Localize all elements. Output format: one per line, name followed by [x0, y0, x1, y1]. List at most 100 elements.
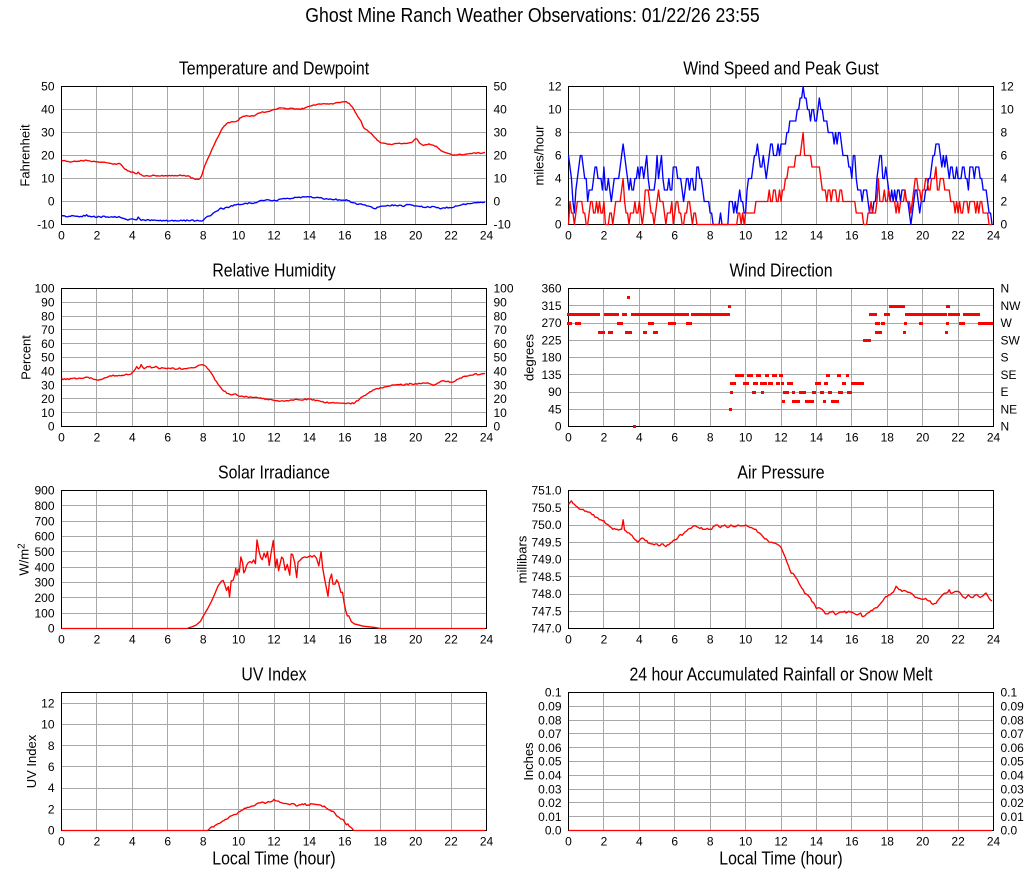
svg-text:45: 45 — [548, 402, 562, 416]
svg-text:12: 12 — [774, 835, 788, 849]
svg-text:18: 18 — [374, 633, 388, 647]
svg-text:20: 20 — [409, 229, 423, 243]
svg-text:18: 18 — [374, 229, 388, 243]
svg-text:Wind Speed and Peak Gust: Wind Speed and Peak Gust — [683, 58, 879, 79]
svg-text:20: 20 — [409, 633, 423, 647]
svg-text:10: 10 — [41, 718, 55, 732]
svg-text:4: 4 — [48, 781, 55, 795]
svg-text:749.5: 749.5 — [531, 535, 561, 549]
svg-text:100: 100 — [34, 282, 54, 296]
svg-text:50: 50 — [41, 351, 55, 365]
svg-text:2: 2 — [94, 431, 101, 445]
svg-text:16: 16 — [338, 835, 352, 849]
svg-text:6: 6 — [164, 229, 171, 243]
svg-text:Air Pressure: Air Pressure — [737, 462, 824, 483]
svg-text:30: 30 — [494, 378, 508, 392]
svg-text:747.0: 747.0 — [531, 622, 561, 636]
svg-text:0.05: 0.05 — [538, 755, 562, 769]
svg-text:10: 10 — [232, 229, 246, 243]
svg-text:10: 10 — [232, 835, 246, 849]
svg-text:8: 8 — [200, 431, 207, 445]
svg-text:750.5: 750.5 — [531, 501, 561, 515]
svg-text:0: 0 — [58, 633, 65, 647]
svg-text:20: 20 — [409, 835, 423, 849]
svg-text:4: 4 — [129, 633, 136, 647]
svg-text:2: 2 — [48, 802, 55, 816]
svg-text:30: 30 — [41, 126, 55, 140]
svg-text:10: 10 — [548, 103, 562, 117]
svg-text:8: 8 — [707, 835, 714, 849]
svg-text:4: 4 — [129, 431, 136, 445]
svg-text:18: 18 — [881, 835, 895, 849]
svg-text:18: 18 — [374, 835, 388, 849]
svg-text:Local Time (hour): Local Time (hour) — [719, 848, 842, 869]
svg-text:0.04: 0.04 — [1001, 769, 1025, 783]
svg-text:50: 50 — [494, 80, 508, 94]
svg-text:18: 18 — [881, 431, 895, 445]
svg-text:22: 22 — [951, 229, 965, 243]
svg-text:12: 12 — [774, 229, 788, 243]
svg-text:0: 0 — [565, 633, 572, 647]
svg-text:24: 24 — [480, 431, 494, 445]
svg-text:30: 30 — [41, 378, 55, 392]
svg-text:0.01: 0.01 — [1001, 810, 1025, 824]
svg-text:0.03: 0.03 — [1001, 782, 1025, 796]
svg-text:18: 18 — [881, 229, 895, 243]
svg-text:8: 8 — [200, 835, 207, 849]
svg-text:6: 6 — [555, 149, 562, 163]
svg-text:20: 20 — [41, 149, 55, 163]
svg-text:UV Index: UV Index — [241, 664, 307, 685]
svg-text:0: 0 — [1001, 218, 1008, 232]
svg-text:10: 10 — [494, 172, 508, 186]
svg-text:2: 2 — [94, 633, 101, 647]
svg-text:4: 4 — [636, 431, 643, 445]
svg-text:10: 10 — [739, 229, 753, 243]
svg-text:200: 200 — [34, 591, 54, 605]
svg-text:12: 12 — [267, 633, 281, 647]
svg-text:6: 6 — [671, 835, 678, 849]
svg-text:2: 2 — [601, 431, 608, 445]
svg-text:14: 14 — [810, 431, 824, 445]
svg-text:Percent: Percent — [19, 335, 34, 380]
svg-text:90: 90 — [41, 296, 55, 310]
svg-text:Wind Direction: Wind Direction — [729, 260, 832, 281]
svg-text:22: 22 — [444, 835, 458, 849]
svg-text:0.04: 0.04 — [538, 769, 562, 783]
svg-text:N: N — [1001, 420, 1010, 434]
svg-text:12: 12 — [267, 431, 281, 445]
svg-text:16: 16 — [845, 835, 859, 849]
svg-text:4: 4 — [129, 229, 136, 243]
svg-text:12: 12 — [267, 229, 281, 243]
svg-text:0: 0 — [555, 420, 562, 434]
svg-text:6: 6 — [164, 835, 171, 849]
svg-text:60: 60 — [41, 337, 55, 351]
svg-text:270: 270 — [541, 316, 561, 330]
svg-text:0: 0 — [58, 835, 65, 849]
svg-text:24 hour Accumulated Rainfall o: 24 hour Accumulated Rainfall or Snow Mel… — [629, 664, 932, 685]
svg-text:0: 0 — [565, 835, 572, 849]
svg-text:30: 30 — [494, 126, 508, 140]
svg-text:10: 10 — [41, 172, 55, 186]
svg-text:0.02: 0.02 — [538, 796, 562, 810]
svg-text:6: 6 — [48, 760, 55, 774]
svg-text:12: 12 — [41, 696, 55, 710]
svg-text:6: 6 — [671, 633, 678, 647]
svg-text:SW: SW — [1001, 333, 1021, 347]
svg-text:16: 16 — [338, 633, 352, 647]
svg-text:40: 40 — [494, 103, 508, 117]
svg-text:6: 6 — [671, 431, 678, 445]
svg-text:20: 20 — [916, 229, 930, 243]
svg-text:20: 20 — [916, 431, 930, 445]
svg-text:20: 20 — [494, 392, 508, 406]
svg-text:14: 14 — [810, 229, 824, 243]
svg-text:UV Index: UV Index — [24, 734, 39, 788]
svg-text:Relative Humidity: Relative Humidity — [212, 260, 336, 281]
svg-text:80: 80 — [494, 309, 508, 323]
svg-text:180: 180 — [541, 351, 561, 365]
svg-text:10: 10 — [739, 835, 753, 849]
svg-text:-10: -10 — [494, 218, 512, 232]
svg-text:16: 16 — [845, 431, 859, 445]
svg-text:4: 4 — [129, 835, 136, 849]
svg-text:Temperature and Dewpoint: Temperature and Dewpoint — [179, 58, 369, 79]
svg-text:80: 80 — [41, 309, 55, 323]
